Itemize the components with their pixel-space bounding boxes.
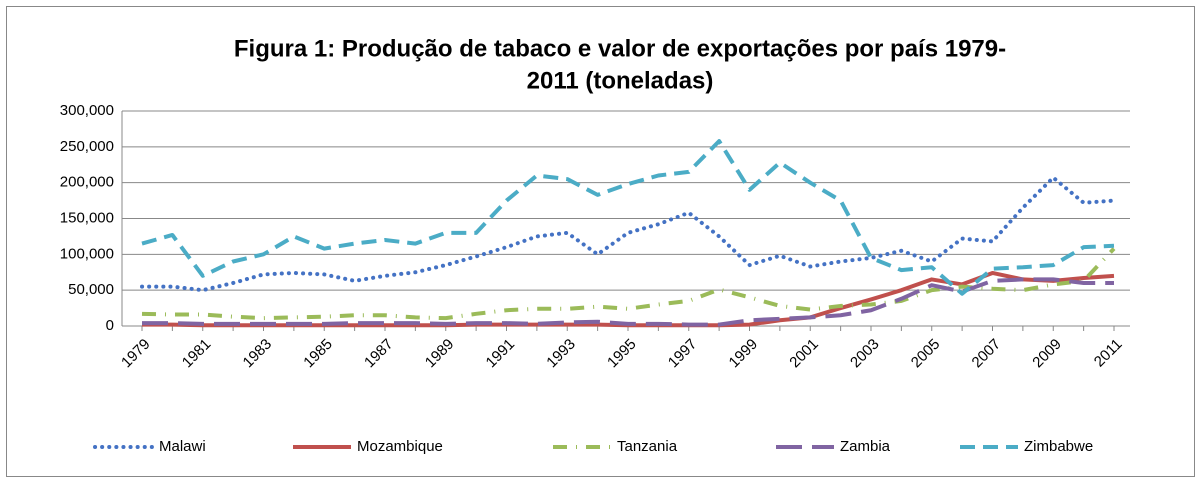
series-line	[140, 175, 1116, 293]
legend-label: Malawi	[159, 438, 206, 455]
legend-label: Zambia	[840, 438, 891, 455]
y-tick-label: 50,000	[68, 281, 114, 298]
legend-label: Zimbabwe	[1024, 438, 1093, 455]
y-tick-label: 250,000	[60, 138, 114, 155]
y-tick-label: 300,000	[60, 102, 114, 119]
series-line	[141, 139, 1115, 296]
legend-label: Tanzania	[617, 438, 678, 455]
chart-border	[6, 6, 1195, 477]
y-tick-label: 0	[106, 317, 114, 334]
y-tick-label: 100,000	[60, 245, 114, 262]
series-line	[142, 277, 1114, 327]
y-tick-label: 150,000	[60, 209, 114, 226]
chart-title: Figura 1: Produção de tabaco e valor de …	[234, 35, 1006, 62]
y-tick-label: 200,000	[60, 174, 114, 191]
chart-title: 2011 (toneladas)	[527, 67, 714, 94]
legend-label: Mozambique	[357, 438, 443, 455]
